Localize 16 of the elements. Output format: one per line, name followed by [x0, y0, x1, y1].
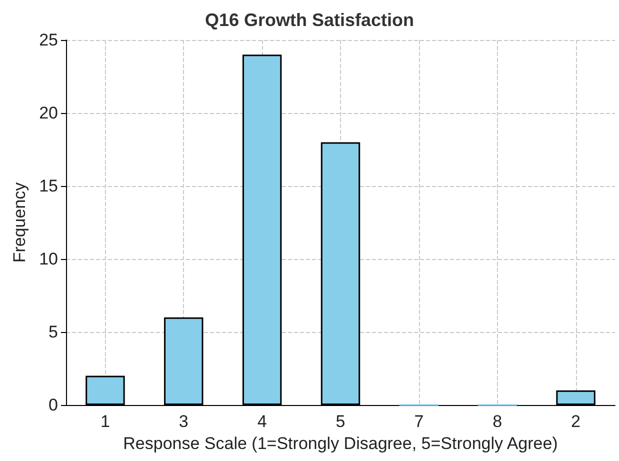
x-tick-label: 8	[492, 412, 502, 431]
y-tick-label: 10	[39, 250, 58, 268]
y-axis-title: Frequency	[10, 182, 29, 263]
x-tick-label: 4	[257, 412, 267, 431]
x-tick-label: 5	[336, 412, 346, 431]
x-axis-title: Response Scale (1=Strongly Disagree, 5=Strongly Agree)	[123, 434, 558, 453]
x-tick-label: 1	[100, 412, 110, 431]
y-tick-label: 0	[48, 396, 58, 414]
y-tick-label: 15	[39, 176, 58, 196]
x-tick-label: 3	[178, 412, 188, 431]
y-tick-label: 5	[48, 322, 58, 342]
x-tick-label: 7	[414, 412, 424, 431]
y-tick-label: 25	[39, 30, 58, 50]
y-tick-label: 20	[39, 104, 58, 122]
x-tick-label: 2	[571, 412, 581, 431]
chart-title: Q16 Growth Satisfaction	[204, 10, 414, 30]
